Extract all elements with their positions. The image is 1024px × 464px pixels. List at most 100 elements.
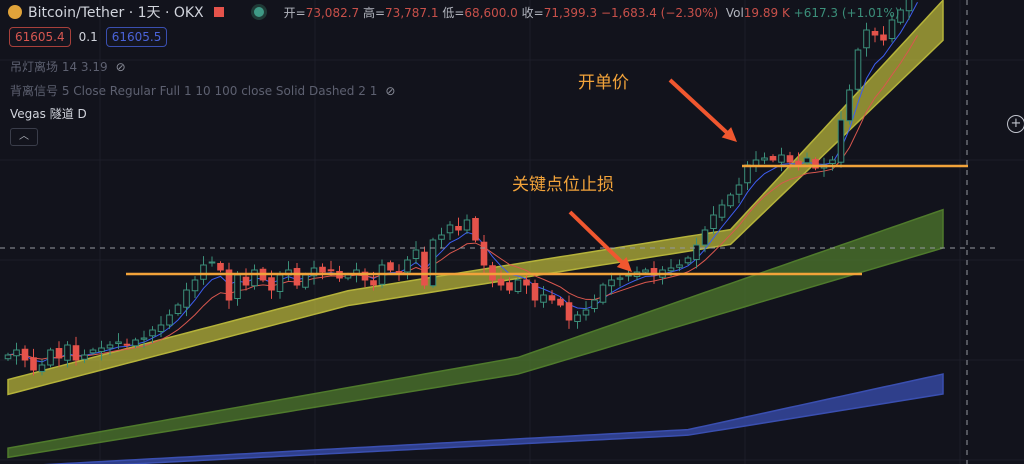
eye-off-icon[interactable]: ⊘ — [115, 59, 126, 74]
candle-body — [778, 154, 785, 163]
close-label: 收= — [521, 5, 544, 20]
change-value: −1,683.4 (−2.30%) — [600, 5, 719, 20]
candle-body — [446, 224, 454, 234]
candle-body — [599, 284, 607, 303]
candle-body — [370, 280, 377, 286]
candle-body — [897, 9, 904, 23]
candle-body — [888, 19, 896, 40]
candle-body — [421, 251, 428, 286]
vegas-tunnel-yellow — [7, 0, 944, 396]
indicator-label: 背离信号 5 Close Regular Full 1 10 100 close… — [10, 84, 378, 98]
candle-body — [140, 337, 148, 340]
candle-body — [47, 349, 54, 366]
candle-body — [880, 34, 887, 41]
candle-body — [472, 218, 479, 241]
candle-body — [667, 267, 675, 272]
candle-body — [344, 274, 352, 279]
candle-body — [302, 274, 309, 288]
indicator-vegas[interactable]: Vegas 隧道 D — [10, 105, 87, 122]
candle-body — [13, 349, 20, 357]
candle-body — [582, 309, 590, 316]
candle-body — [361, 271, 369, 281]
vegas-tunnel-blue — [43, 373, 944, 464]
sell-price-button[interactable]: 61605.4 — [9, 27, 71, 47]
candle-body — [55, 348, 63, 359]
close-value: 71,399.3 — [543, 5, 598, 20]
candle-body — [795, 160, 802, 166]
open-value: 73,082.7 — [305, 5, 360, 20]
candle-body — [591, 299, 598, 310]
symbol-header: Bitcoin/Tether · 1天 · OKX 开=73,082.7 高=7… — [8, 2, 899, 22]
candle-body — [701, 229, 709, 246]
quote-bar: 61605.4 0.1 61605.5 — [9, 27, 168, 47]
candle-body — [115, 341, 122, 345]
vegas-tunnel-green — [7, 208, 944, 459]
low-label: 低= — [442, 5, 465, 20]
candle-body — [718, 204, 726, 218]
candle-body — [812, 158, 819, 169]
candle-body — [863, 29, 870, 49]
candle-body — [21, 348, 29, 361]
candle-body — [803, 157, 811, 164]
candle-body — [676, 264, 683, 268]
candle-body — [4, 354, 12, 360]
vol-value: 19.89 K — [743, 5, 790, 20]
candle-body — [310, 267, 318, 277]
candle-body — [480, 241, 488, 266]
bitcoin-icon — [8, 5, 22, 19]
candle-body — [225, 269, 233, 301]
buy-price-button[interactable]: 61605.5 — [105, 27, 168, 47]
candle-body — [251, 269, 258, 287]
candle-body — [429, 239, 437, 287]
ohlc-readout: 开=73,082.7 高=73,787.1 低=68,600.0 收=71,39… — [284, 4, 900, 21]
candle-body — [81, 354, 88, 360]
candle-body — [174, 304, 182, 315]
candle-body — [30, 357, 37, 371]
candle-body — [319, 266, 326, 273]
candle-body — [132, 339, 139, 347]
candle-body — [149, 329, 156, 337]
vol-change: +617.3 (+1.01%) — [793, 5, 900, 20]
candle-body — [497, 278, 505, 286]
candle-body — [200, 264, 207, 280]
indicator-label: 吊灯离场 14 3.19 — [10, 60, 108, 74]
candle-body — [684, 257, 692, 264]
stop-arrow-head — [616, 256, 632, 272]
open-label: 开= — [283, 5, 306, 20]
candle-body — [523, 279, 530, 286]
candle-body — [208, 261, 216, 264]
candle-body — [463, 219, 471, 231]
candle-body — [769, 156, 777, 161]
candle-body — [642, 269, 649, 273]
indicator-chandelier[interactable]: 吊灯离场 14 3.19 ⊘ — [10, 58, 126, 75]
candle-body — [565, 302, 573, 321]
candle-body — [64, 344, 71, 361]
candle-body — [761, 157, 768, 161]
candle-body — [98, 347, 105, 352]
candle-body — [829, 159, 836, 165]
candle-body — [191, 279, 199, 292]
stop-arrow-shaft — [568, 210, 626, 267]
candle-body — [438, 234, 445, 240]
candle-body — [89, 349, 97, 354]
candle-body — [540, 294, 547, 303]
ema-slow-line — [7, 35, 918, 360]
flag-icon[interactable] — [213, 7, 224, 17]
add-price-alert-icon[interactable]: + — [1007, 115, 1024, 133]
candle-body — [608, 279, 615, 287]
eye-off-icon[interactable]: ⊘ — [385, 83, 396, 98]
candle-body — [854, 49, 862, 90]
candle-body — [693, 244, 700, 260]
candle-body — [846, 89, 853, 122]
candle-body — [123, 343, 131, 346]
collapse-indicators-button[interactable]: ︿ — [10, 128, 38, 146]
symbol-title[interactable]: Bitcoin/Tether · 1天 · OKX — [28, 5, 204, 21]
indicator-divergence[interactable]: 背离信号 5 Close Regular Full 1 10 100 close… — [10, 82, 395, 99]
candle-body — [574, 314, 581, 322]
spread: 0.1 — [78, 30, 98, 44]
candle-body — [276, 274, 284, 292]
ema-fast-line — [7, 2, 918, 363]
candle-body — [217, 262, 224, 271]
candle-body — [268, 277, 275, 291]
